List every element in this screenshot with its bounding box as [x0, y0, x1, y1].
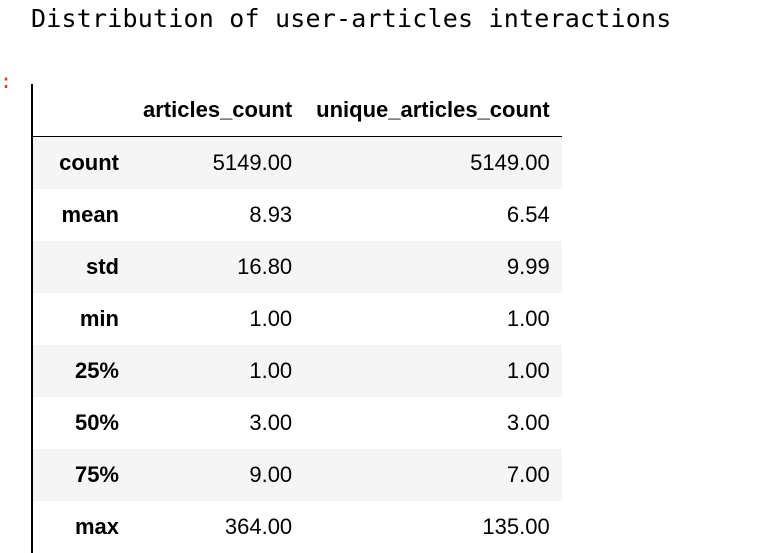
table-row: 25% 1.00 1.00 — [33, 345, 562, 397]
row-label: 25% — [74, 358, 119, 383]
table-cell: 135.00 — [482, 514, 550, 539]
output-prompt-marker: : — [0, 69, 13, 93]
table-row: mean 8.93 6.54 — [33, 189, 562, 241]
table-row: count 5149.00 5149.00 — [33, 136, 562, 189]
table-cell: 3.00 — [249, 410, 293, 435]
column-header-articles-count: articles_count — [131, 84, 305, 137]
table-cell: 7.00 — [506, 462, 550, 487]
row-label: 75% — [74, 462, 119, 487]
column-header-unique-articles-count: unique_articles_count — [304, 84, 562, 137]
table-cell: 3.00 — [506, 410, 550, 435]
table-cell: 6.54 — [506, 202, 550, 227]
table-row: 75% 9.00 7.00 — [33, 449, 562, 501]
output-title: Distribution of user-articles interactio… — [31, 4, 672, 33]
index-header — [33, 84, 131, 137]
table-cell: 1.00 — [506, 358, 550, 383]
row-label: std — [86, 254, 119, 279]
table-row: max 364.00 135.00 — [33, 501, 562, 553]
table-row: 50% 3.00 3.00 — [33, 397, 562, 449]
table-cell: 8.93 — [249, 202, 293, 227]
table-cell: 1.00 — [249, 358, 293, 383]
table-cell: 5149.00 — [212, 150, 293, 175]
row-label: min — [79, 306, 119, 331]
row-label: mean — [61, 202, 119, 227]
table-cell: 16.80 — [237, 254, 293, 279]
table-cell: 5149.00 — [470, 150, 550, 175]
table-row: std 16.80 9.99 — [33, 241, 562, 293]
table-cell: 1.00 — [506, 306, 550, 331]
dataframe-container: articles_count unique_articles_count cou… — [31, 84, 562, 553]
header-row: articles_count unique_articles_count — [33, 84, 562, 137]
table-cell: 1.00 — [249, 306, 293, 331]
row-label: max — [74, 514, 119, 539]
dataframe-table: articles_count unique_articles_count cou… — [33, 84, 562, 553]
row-label: 50% — [74, 410, 119, 435]
row-label: count — [59, 150, 119, 175]
table-row: min 1.00 1.00 — [33, 293, 562, 345]
table-cell: 364.00 — [224, 514, 293, 539]
table-cell: 9.00 — [249, 462, 293, 487]
table-cell: 9.99 — [506, 254, 550, 279]
